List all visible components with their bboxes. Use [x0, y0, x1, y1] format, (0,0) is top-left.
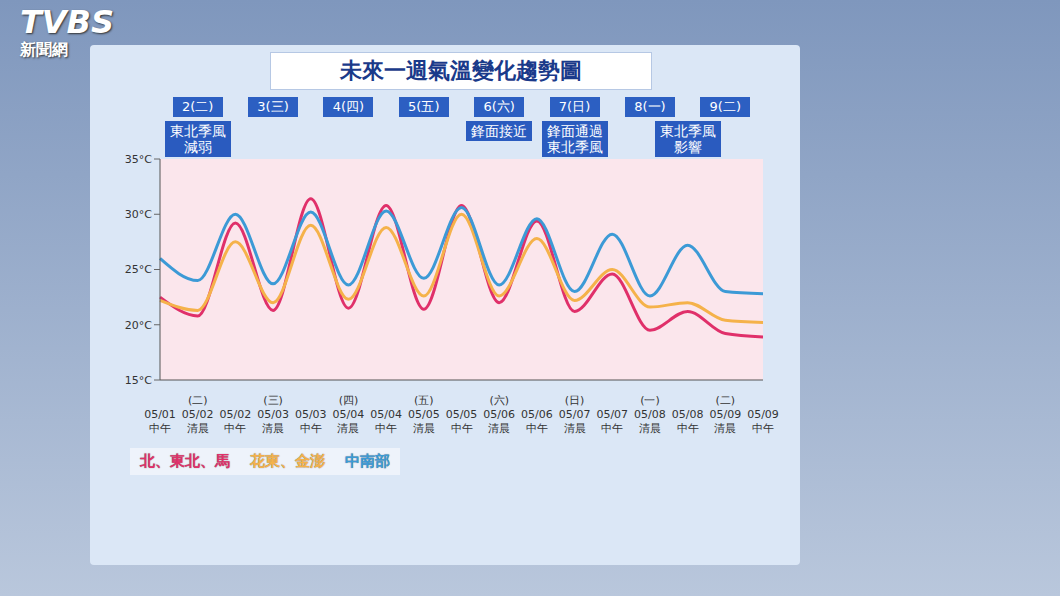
html-text:新聞網: 新聞網	[20, 40, 68, 59]
svg-text:05/04: 05/04	[333, 408, 365, 421]
html-text:2(二): 2(二)	[182, 99, 214, 114]
svg-text:05/09: 05/09	[709, 408, 741, 421]
html-text:鋒面通過東北季風: 鋒面通過東北季風	[546, 123, 603, 155]
html-text:東北季風影響: 東北季風影響	[659, 123, 716, 155]
svg-text:20°C: 20°C	[125, 319, 152, 332]
svg-text:05/06: 05/06	[521, 408, 553, 421]
html-text:6(六): 6(六)	[483, 99, 515, 114]
svg-text:25°C: 25°C	[125, 263, 152, 276]
svg-text:30°C: 30°C	[125, 208, 152, 221]
html-text:花東、金澎: 花東、金澎	[250, 452, 325, 470]
svg-text:05/07: 05/07	[559, 408, 591, 421]
svg-text:清晨: 清晨	[564, 422, 586, 435]
svg-text:清晨: 清晨	[337, 422, 359, 435]
svg-text:中午: 中午	[601, 422, 623, 435]
svg-text:(四): (四)	[339, 394, 359, 407]
svg-text:清晨: 清晨	[488, 422, 510, 435]
svg-text:05/05: 05/05	[446, 408, 478, 421]
svg-text:清晨: 清晨	[187, 422, 209, 435]
svg-text:05/03: 05/03	[295, 408, 327, 421]
svg-text:中午: 中午	[677, 422, 699, 435]
svg-text:中午: 中午	[451, 422, 473, 435]
svg-text:中午: 中午	[300, 422, 322, 435]
html-text:8(一): 8(一)	[634, 99, 666, 114]
svg-text:(一): (一)	[640, 394, 660, 407]
html-text:7(日): 7(日)	[558, 99, 591, 114]
svg-text:(日): (日)	[565, 394, 585, 407]
svg-text:(二): (二)	[188, 394, 208, 407]
html-text:TVBS: TVBS	[20, 3, 114, 41]
html-text:東北季風減弱: 東北季風減弱	[169, 123, 226, 155]
html-text:3(三): 3(三)	[257, 99, 289, 114]
html-text:5(五): 5(五)	[408, 99, 440, 114]
html-text:北、東北、馬: 北、東北、馬	[140, 452, 230, 470]
html-text:鋒面接近: 鋒面接近	[471, 123, 528, 139]
svg-text:35°C: 35°C	[125, 153, 152, 166]
svg-text:中午: 中午	[224, 422, 246, 435]
svg-text:中午: 中午	[752, 422, 774, 435]
svg-text:清晨: 清晨	[639, 422, 661, 435]
svg-text:05/06: 05/06	[483, 408, 515, 421]
html-text:中南部: 中南部	[345, 452, 390, 470]
svg-text:05/08: 05/08	[634, 408, 666, 421]
svg-text:05/05: 05/05	[408, 408, 440, 421]
svg-text:05/03: 05/03	[257, 408, 289, 421]
svg-text:15°C: 15°C	[125, 374, 152, 387]
svg-text:05/02: 05/02	[220, 408, 252, 421]
svg-text:(五): (五)	[414, 394, 434, 407]
svg-text:05/09: 05/09	[747, 408, 779, 421]
svg-text:(二): (二)	[716, 394, 736, 407]
svg-text:05/02: 05/02	[182, 408, 214, 421]
svg-text:清晨: 清晨	[262, 422, 284, 435]
svg-text:05/08: 05/08	[672, 408, 704, 421]
svg-text:中午: 中午	[375, 422, 397, 435]
html-text:未來一週氣溫變化趨勢圖: 未來一週氣溫變化趨勢圖	[340, 58, 582, 83]
svg-text:05/04: 05/04	[370, 408, 402, 421]
html-text:9(二): 9(二)	[709, 99, 741, 114]
svg-text:中午: 中午	[526, 422, 548, 435]
html-text:4(四): 4(四)	[332, 99, 365, 114]
svg-text:05/07: 05/07	[596, 408, 628, 421]
svg-text:05/01: 05/01	[144, 408, 176, 421]
svg-text:中午: 中午	[149, 422, 171, 435]
svg-text:(六): (六)	[489, 394, 509, 407]
svg-text:(三): (三)	[263, 394, 283, 407]
svg-text:清晨: 清晨	[714, 422, 736, 435]
svg-text:清晨: 清晨	[413, 422, 435, 435]
